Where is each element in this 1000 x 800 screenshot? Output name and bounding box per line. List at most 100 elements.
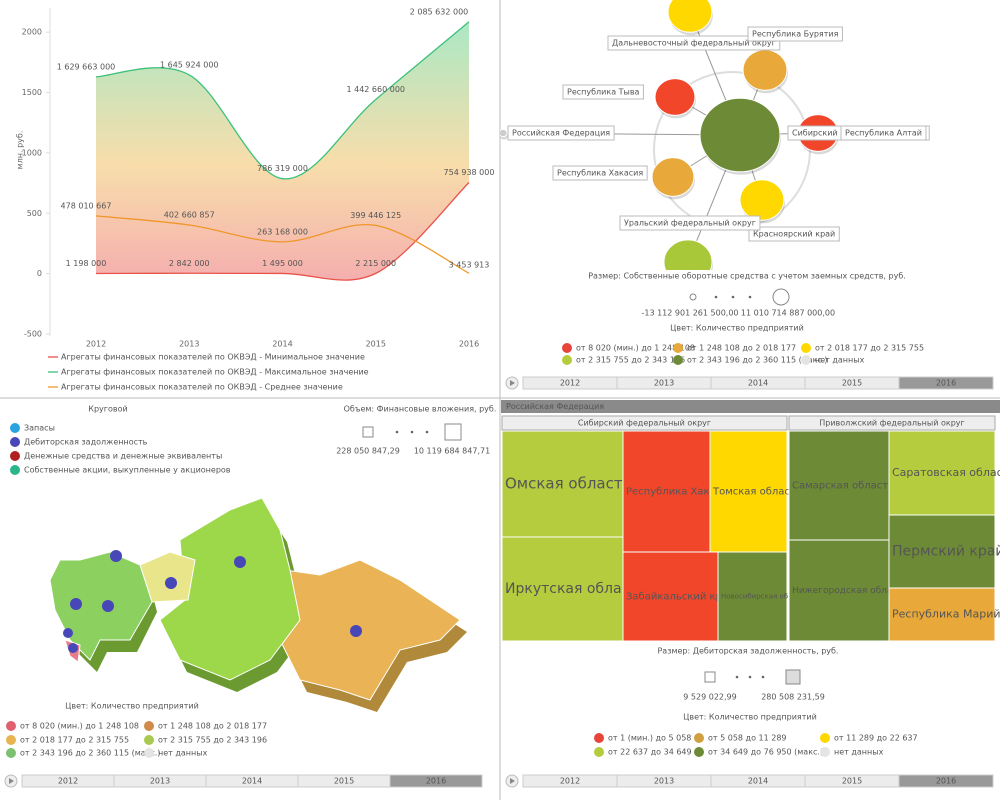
bubble[interactable]: [699, 97, 781, 173]
timeline-label: 2012: [58, 777, 78, 786]
bubble[interactable]: [651, 157, 695, 197]
series-line: [95, 182, 470, 281]
timeline-item[interactable]: [898, 774, 994, 788]
y-tick-label: 1000: [22, 148, 42, 157]
bubble[interactable]: [742, 49, 788, 91]
bubble[interactable]: [663, 239, 713, 284]
value-label: 1 495 000: [262, 259, 303, 268]
cell-label: Новосибирская область: [721, 593, 809, 601]
treemap-cell[interactable]: [717, 551, 788, 642]
bubble[interactable]: [739, 179, 785, 221]
legend-label: от 8 020 (мин.) до 1 248 108: [576, 344, 695, 353]
x-tick-label: 2016: [459, 340, 479, 349]
bubble[interactable]: [667, 0, 713, 33]
legend-swatch: [144, 735, 154, 745]
cell-label: Пермский край: [892, 544, 1000, 560]
size-max: 280 508 231,59: [761, 693, 825, 702]
size-max-icon: [785, 669, 801, 685]
legend-swatch: [820, 747, 830, 757]
size-min-icon: [704, 671, 716, 683]
legend-label: от 1 (мин.) до 5 058: [608, 734, 691, 743]
treemap-cell[interactable]: [622, 551, 719, 642]
cell-label: Республика Марий Эл: [892, 608, 1000, 621]
timeline-label: 2015: [842, 777, 862, 786]
timeline-label: 2013: [654, 777, 674, 786]
node-label-box: [607, 35, 781, 51]
treemap-cell[interactable]: [888, 514, 996, 589]
legend-swatch: [10, 451, 20, 461]
region-siberia[interactable]: [159, 497, 301, 681]
value-label: 2 085 632 000: [410, 7, 469, 16]
value-label: 1 198 000: [66, 259, 107, 268]
cell-label: Республика Хакасия: [626, 487, 734, 498]
dot: [425, 430, 429, 434]
value-label: 1 629 663 000: [57, 62, 116, 71]
node-label: Российская Федерация: [512, 129, 610, 138]
bubble[interactable]: [654, 78, 696, 116]
legend-label: от 2 343 196 до 2 360 115 (макс.): [20, 749, 161, 758]
timeline-label: 2016: [936, 379, 956, 388]
legend-swatch: [6, 748, 16, 758]
treemap-cell[interactable]: [788, 539, 890, 642]
value-label: 754 938 000: [444, 168, 495, 177]
legend-swatch: [673, 355, 683, 365]
legend-label: от 22 637 до 34 649: [608, 748, 692, 757]
timeline-item[interactable]: [389, 774, 483, 788]
treemap-cell[interactable]: [888, 430, 996, 516]
size-title: Размер: Дебиторская задолженность, руб.: [657, 647, 838, 656]
legend-swatch: [594, 747, 604, 757]
legend-label: нет данных: [815, 356, 865, 365]
timeline-label: 2016: [426, 777, 446, 786]
legend-swatch: [562, 355, 572, 365]
dot: [395, 430, 399, 434]
value-label: 399 446 125: [350, 211, 401, 220]
treemap-cell[interactable]: [501, 536, 624, 642]
y-tick-label: 500: [27, 209, 42, 218]
pie-glyph: [110, 550, 122, 562]
legend-label: от 2 018 177 до 2 315 755: [20, 736, 129, 745]
node-label: Уральский федеральный округ: [624, 219, 756, 228]
legend-swatch: [801, 355, 811, 365]
y-tick-label: 1500: [22, 88, 42, 97]
legend-label: от 8 020 (мин.) до 1 248 108: [20, 722, 139, 731]
treemap-cell[interactable]: [888, 587, 996, 642]
cell-label: Нижегородская область: [792, 586, 908, 596]
play-icon: [510, 380, 515, 386]
y-tick-label: 2000: [22, 28, 42, 37]
timeline-label: 2012: [560, 777, 580, 786]
pie-glyphs: [63, 550, 362, 653]
legend-label: нет данных: [158, 749, 208, 758]
pie-glyph: [165, 577, 177, 589]
value-label: 402 660 857: [164, 211, 215, 220]
legend-swatch: [673, 343, 683, 353]
value-label: 2 842 000: [169, 259, 210, 268]
region-far-east[interactable]: [279, 559, 461, 701]
size-max: 11 010 714 887 000,00: [741, 309, 835, 318]
value-label: 263 168 000: [257, 227, 308, 236]
dot: [731, 295, 735, 299]
legend-label: Запасы: [24, 424, 55, 433]
legend-swatch: [594, 733, 604, 743]
bubble[interactable]: [499, 128, 508, 138]
legend-label: Агрегаты финансовых показателей по ОКВЭД…: [61, 368, 369, 377]
treemap-cell[interactable]: [709, 430, 788, 553]
legend-label: Денежные средства и денежные эквиваленты: [24, 452, 222, 461]
cell-label: Самарская область: [792, 481, 894, 492]
legend-swatch: [820, 733, 830, 743]
timeline-item[interactable]: [898, 376, 994, 390]
cell-label: Саратовская область: [892, 466, 1000, 479]
dot: [748, 295, 752, 299]
legend-swatch: [801, 343, 811, 353]
dot: [735, 675, 739, 679]
group-label: Сибирский федеральный округ: [578, 419, 711, 428]
node-label: Республика Бурятия: [752, 30, 839, 39]
value-label: 3 453 913: [449, 261, 490, 270]
pie-glyph: [102, 600, 114, 612]
legend-swatch: [562, 343, 572, 353]
group-header: [501, 415, 788, 431]
cell-label: Томская область: [712, 487, 802, 498]
series-line: [95, 215, 470, 274]
size-title: Размер: Собственные оборотные средства с…: [588, 272, 906, 281]
